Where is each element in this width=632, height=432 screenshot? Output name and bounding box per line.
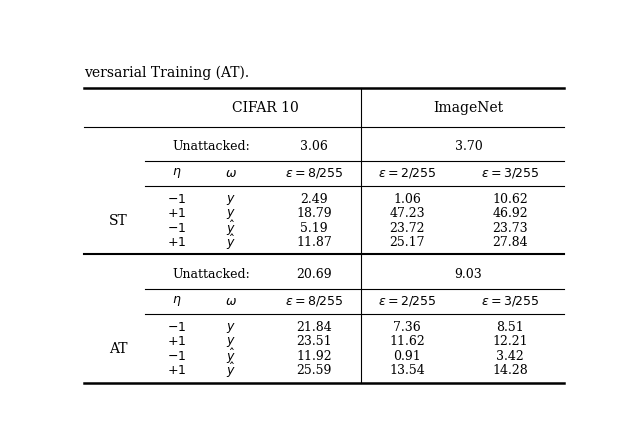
Text: 11.87: 11.87: [296, 235, 332, 248]
Text: 25.59: 25.59: [296, 364, 332, 377]
Text: versarial Training (AT).: versarial Training (AT).: [84, 65, 249, 79]
Text: $-1$: $-1$: [167, 321, 186, 334]
Text: ST: ST: [109, 214, 128, 228]
Text: $y$: $y$: [226, 321, 236, 335]
Text: 47.23: 47.23: [389, 207, 425, 220]
Text: 0.91: 0.91: [393, 350, 421, 363]
Text: 2.49: 2.49: [300, 194, 328, 206]
Text: $-1$: $-1$: [167, 350, 186, 363]
Text: $\eta$: $\eta$: [172, 294, 182, 308]
Text: 13.54: 13.54: [389, 364, 425, 377]
Text: 25.17: 25.17: [389, 235, 425, 248]
Text: $-1$: $-1$: [167, 222, 186, 235]
Text: $\epsilon=8/255$: $\epsilon=8/255$: [285, 166, 343, 180]
Text: $y$: $y$: [226, 193, 236, 207]
Text: 5.19: 5.19: [300, 222, 328, 235]
Text: 18.79: 18.79: [296, 207, 332, 220]
Text: 14.28: 14.28: [492, 364, 528, 377]
Text: $\epsilon=8/255$: $\epsilon=8/255$: [285, 294, 343, 308]
Text: $\epsilon=3/255$: $\epsilon=3/255$: [481, 166, 539, 180]
Text: 9.03: 9.03: [454, 268, 482, 281]
Text: $\epsilon=2/255$: $\epsilon=2/255$: [378, 166, 437, 180]
Text: 20.69: 20.69: [296, 268, 332, 281]
Text: 3.42: 3.42: [496, 350, 524, 363]
Text: 8.51: 8.51: [496, 321, 524, 334]
Text: $\epsilon=3/255$: $\epsilon=3/255$: [481, 294, 539, 308]
Text: $\hat{y}$: $\hat{y}$: [226, 232, 236, 252]
Text: AT: AT: [109, 342, 128, 356]
Text: 23.72: 23.72: [389, 222, 425, 235]
Text: $+1$: $+1$: [167, 364, 186, 377]
Text: 10.62: 10.62: [492, 194, 528, 206]
Text: ImageNet: ImageNet: [434, 102, 504, 115]
Text: 46.92: 46.92: [492, 207, 528, 220]
Text: 27.84: 27.84: [492, 235, 528, 248]
Text: $+1$: $+1$: [167, 235, 186, 248]
Text: 7.36: 7.36: [393, 321, 421, 334]
Text: $\eta$: $\eta$: [172, 166, 182, 180]
Text: $\hat{y}$: $\hat{y}$: [226, 361, 236, 380]
Text: $y$: $y$: [226, 335, 236, 349]
Text: $\omega$: $\omega$: [225, 295, 237, 308]
Text: $+1$: $+1$: [167, 335, 186, 348]
Text: $y$: $y$: [226, 207, 236, 221]
Text: 11.92: 11.92: [296, 350, 332, 363]
Text: Unattacked:: Unattacked:: [172, 268, 250, 281]
Text: $\hat{y}$: $\hat{y}$: [226, 219, 236, 238]
Text: 23.51: 23.51: [296, 335, 332, 348]
Text: $+1$: $+1$: [167, 207, 186, 220]
Text: 1.06: 1.06: [393, 194, 421, 206]
Text: Unattacked:: Unattacked:: [172, 140, 250, 153]
Text: 11.62: 11.62: [389, 335, 425, 348]
Text: 12.21: 12.21: [492, 335, 528, 348]
Text: CIFAR 10: CIFAR 10: [232, 102, 298, 115]
Text: $-1$: $-1$: [167, 194, 186, 206]
Text: 21.84: 21.84: [296, 321, 332, 334]
Text: 3.70: 3.70: [454, 140, 482, 153]
Text: $\epsilon=2/255$: $\epsilon=2/255$: [378, 294, 437, 308]
Text: 23.73: 23.73: [492, 222, 528, 235]
Text: $\hat{y}$: $\hat{y}$: [226, 346, 236, 366]
Text: 3.06: 3.06: [300, 140, 328, 153]
Text: $\omega$: $\omega$: [225, 167, 237, 180]
